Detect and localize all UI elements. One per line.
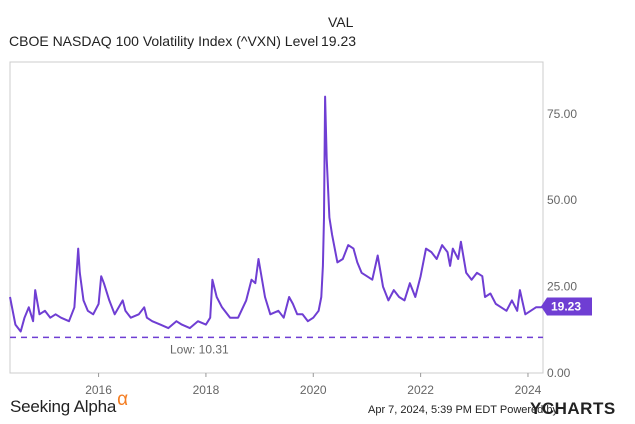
y-tick-label: 0.00 [547, 366, 571, 380]
series-title: CBOE NASDAQ 100 Volatility Index (^VXN) … [9, 33, 319, 49]
brand-name: Seeking Alpha [10, 397, 117, 416]
x-tick-label: 2024 [515, 383, 542, 397]
low-line-label: Low: 10.31 [170, 342, 229, 356]
y-tick-label: 25.00 [547, 280, 577, 294]
x-tick-label: 2016 [85, 383, 112, 397]
y-axis: 0.00 25.00 50.00 75.00 [547, 107, 577, 380]
x-tick-label: 2020 [300, 383, 327, 397]
seeking-alpha-logo: Seeking Alphaα [10, 389, 128, 418]
current-value-badge-bg [541, 297, 592, 316]
timestamp-text: Apr 7, 2024, 5:39 PM EDT Powered by [368, 404, 558, 416]
x-tick-label: 2018 [193, 383, 220, 397]
ycharts-logo: YCHARTS [530, 399, 616, 418]
plot-area-border [9, 61, 544, 374]
alpha-icon: α [117, 389, 128, 410]
current-value-badge: 19.23 [541, 297, 592, 316]
y-tick-label: 75.00 [547, 107, 577, 121]
current-value-text: 19.23 [321, 33, 357, 49]
x-tick-label: 2022 [407, 383, 434, 397]
x-axis: 2016 2018 2020 2022 2024 [85, 373, 542, 397]
current-value-badge-label: 19.23 [551, 300, 581, 314]
value-column-header: VAL [328, 14, 354, 30]
series-line [9, 95, 543, 333]
y-tick-label: 50.00 [547, 193, 577, 207]
